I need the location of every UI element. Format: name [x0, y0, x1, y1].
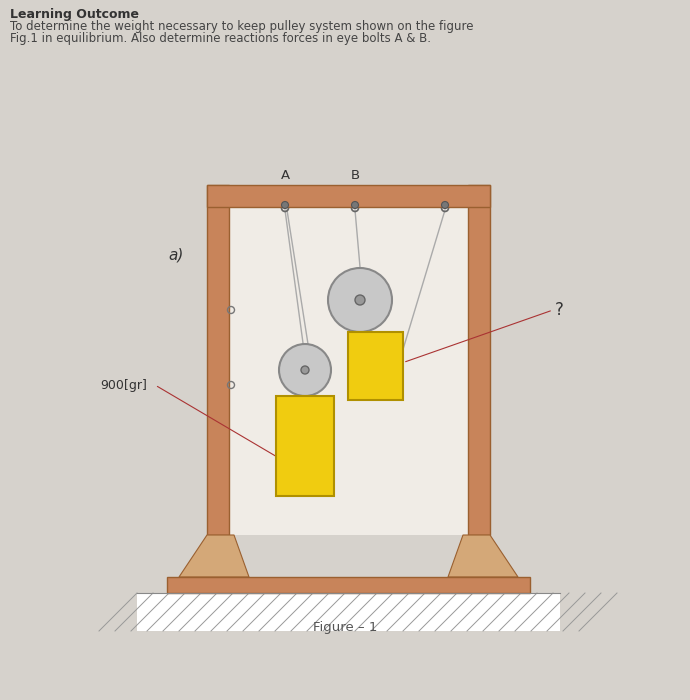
Bar: [167, 577, 530, 593]
Text: B: B: [351, 169, 359, 182]
Circle shape: [328, 268, 392, 332]
Polygon shape: [179, 535, 249, 577]
Text: Fig.1 in equilibrium. Also determine reactions forces in eye bolts A & B.: Fig.1 in equilibrium. Also determine rea…: [10, 32, 431, 45]
Circle shape: [282, 202, 288, 209]
Bar: [468, 185, 490, 535]
Circle shape: [301, 366, 309, 374]
Circle shape: [442, 202, 448, 209]
Circle shape: [351, 202, 359, 209]
Bar: [276, 396, 334, 496]
Text: 900[gr]: 900[gr]: [100, 379, 147, 391]
Text: ?: ?: [555, 301, 564, 319]
Text: Figure – 1: Figure – 1: [313, 622, 377, 634]
Bar: [207, 185, 229, 535]
Text: To determine the weight necessary to keep pulley system shown on the figure: To determine the weight necessary to kee…: [10, 20, 473, 33]
Circle shape: [279, 344, 331, 396]
Bar: [137, 593, 560, 631]
Text: a): a): [168, 248, 184, 262]
Text: A: A: [280, 169, 290, 182]
Bar: [229, 207, 468, 535]
Polygon shape: [448, 535, 518, 577]
Text: Learning Outcome: Learning Outcome: [10, 8, 139, 21]
Bar: [348, 332, 403, 400]
Circle shape: [355, 295, 365, 305]
Bar: [207, 185, 490, 207]
